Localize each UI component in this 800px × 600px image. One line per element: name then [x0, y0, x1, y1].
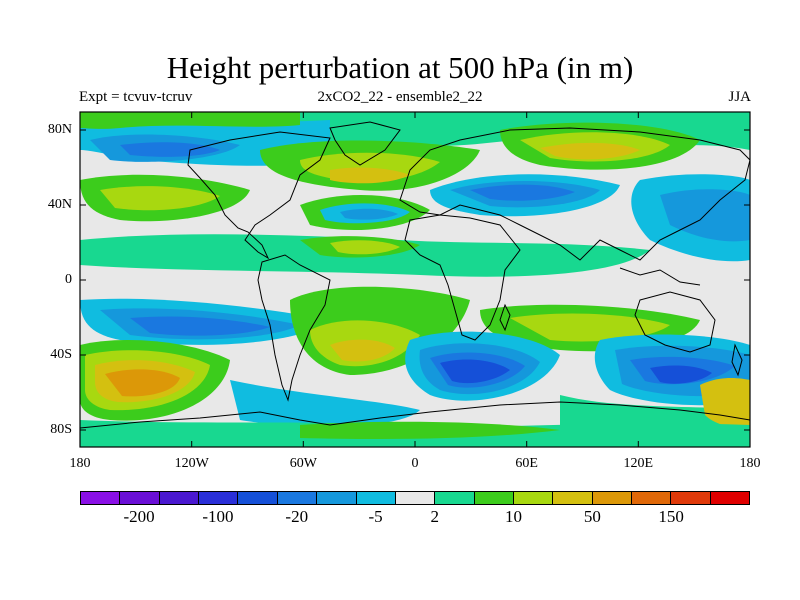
colorbar-swatch: [435, 492, 475, 504]
colorbar-swatch: [632, 492, 672, 504]
lon-ticks: [191, 112, 639, 447]
ensemble-label: 2xCO2_22 - ensemble2_22: [317, 89, 483, 105]
colorbar-swatch: [395, 492, 436, 504]
colorbar: [80, 491, 750, 505]
colorbar-swatch: [553, 492, 593, 504]
lon-label: 120W: [174, 456, 209, 471]
lat-label: 80S: [50, 422, 72, 437]
lon-label: 180: [69, 456, 91, 471]
colorbar-swatch: [81, 492, 121, 504]
continent-outlines: [80, 121, 750, 429]
colorbar-label: -100: [202, 507, 234, 526]
lat-ticks: [80, 129, 750, 431]
page-title: Height perturbation at 500 hPa (in m): [166, 50, 634, 85]
lat-label: 0: [65, 272, 72, 287]
colorbar-swatch: [277, 492, 318, 504]
lat-label: 40S: [50, 347, 72, 362]
colorbar-swatch: [671, 492, 711, 504]
colorbar-swatch: [592, 492, 633, 504]
colorbar-swatch: [238, 492, 278, 504]
colorbar-swatch: [513, 492, 554, 504]
height-anomaly-field: [80, 112, 750, 447]
colorbar-label: 150: [658, 507, 684, 526]
lon-label: 60W: [289, 456, 317, 471]
lat-label: 40N: [47, 197, 72, 212]
lon-label: 120E: [623, 456, 654, 471]
colorbar-label: -200: [123, 507, 155, 526]
season-label: JJA: [728, 89, 751, 105]
colorbar-label: 10: [505, 507, 523, 526]
colorbar-swatch: [120, 492, 160, 504]
colorbar-swatch: [474, 492, 514, 504]
colorbar-label: -20: [285, 507, 309, 526]
lat-label: 80N: [47, 122, 72, 137]
lon-label: 0: [411, 456, 419, 471]
experiment-label: Expt = tcvuv-tcruv: [79, 89, 193, 105]
colorbar-swatch: [710, 492, 750, 504]
colorbar-label: 2: [430, 507, 439, 526]
lon-label: 60E: [515, 456, 538, 471]
colorbar-swatch: [199, 492, 239, 504]
colorbar-swatch: [317, 492, 357, 504]
colorbar-swatch: [159, 492, 200, 504]
colorbar-swatch: [356, 492, 396, 504]
lon-label: 180: [739, 456, 761, 471]
colorbar-label: -5: [368, 507, 383, 526]
colorbar-label: 50: [583, 507, 601, 526]
